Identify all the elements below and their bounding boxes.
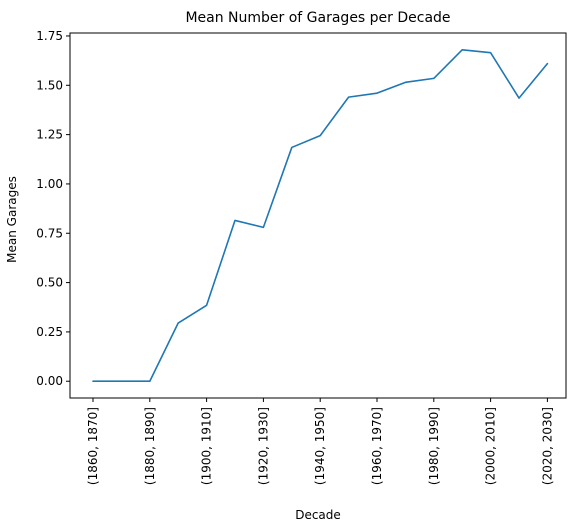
x-tick-label: (1880, 1890]: [143, 407, 157, 485]
y-tick-label: 1.25: [36, 128, 63, 142]
x-axis-label: Decade: [295, 508, 341, 522]
x-tick-label: (2000, 2010]: [484, 407, 498, 485]
series-line: [92, 48, 549, 383]
series-layer: [92, 48, 549, 383]
y-axis-label: Mean Garages: [5, 176, 19, 263]
y-tick-label: 0.00: [36, 374, 63, 388]
x-tick-label: (1860, 1870]: [86, 407, 100, 485]
y-tick-label: 0.50: [36, 276, 63, 290]
x-tick-label: (1960, 1970]: [370, 407, 384, 485]
x-tick-label: (1900, 1910]: [200, 407, 214, 485]
x-tick-label: (1940, 1950]: [313, 407, 327, 485]
x-axis: (1860, 1870] (1880, 1890] (1900, 1910] (192…: [86, 398, 554, 485]
y-axis: 0.00 0.25 0.50 0.75 1.00 1.25 1.50 1.75: [36, 29, 70, 388]
chart-title: Mean Number of Garages per Decade: [185, 10, 450, 26]
x-tick-label: (1920, 1930]: [256, 407, 270, 485]
plot-area: [69, 32, 567, 399]
y-tick-label: 1.75: [36, 29, 63, 43]
y-tick-label: 1.00: [36, 177, 63, 191]
y-tick-label: 0.75: [36, 226, 63, 240]
y-tick-label: 1.50: [36, 78, 63, 92]
x-tick-label: (2020, 2030]: [540, 407, 554, 485]
y-tick-label: 0.25: [36, 325, 63, 339]
x-tick-label: (1980, 1990]: [427, 407, 441, 485]
